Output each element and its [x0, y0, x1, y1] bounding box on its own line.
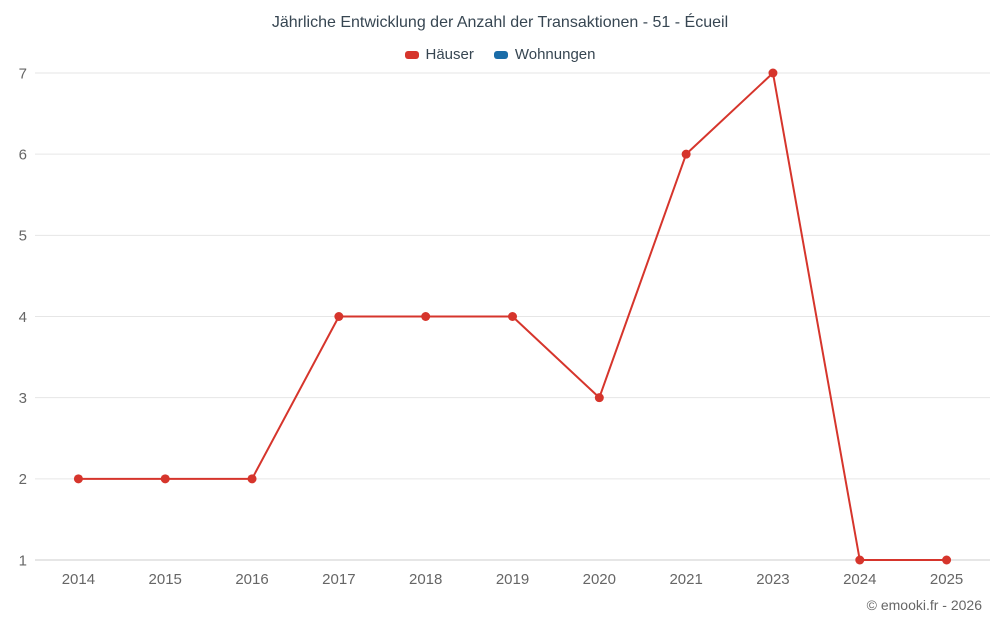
legend-swatch-haeuser-icon — [404, 50, 419, 59]
data-point-h-user[interactable] — [160, 474, 170, 484]
x-tick-label: 2023 — [756, 571, 789, 588]
data-point-h-user[interactable] — [334, 312, 344, 321]
x-tick-label: 2025 — [930, 571, 963, 588]
footer-credit: © emooki.fr - 2026 — [866, 597, 982, 613]
x-tick-label: 2021 — [669, 571, 702, 588]
y-tick-label: 2 — [19, 471, 27, 488]
y-tick-label: 5 — [19, 228, 27, 245]
legend-item-wohnungen[interactable]: Wohnungen — [493, 46, 596, 63]
data-point-h-user[interactable] — [768, 68, 778, 78]
legend-item-haeuser[interactable]: Häuser — [404, 46, 474, 63]
data-point-h-user[interactable] — [594, 393, 604, 403]
legend-label-haeuser: Häuser — [425, 46, 474, 63]
y-tick-label: 1 — [19, 552, 27, 569]
data-point-h-user[interactable] — [681, 149, 691, 159]
data-point-h-user[interactable] — [73, 474, 83, 484]
x-tick-label: 2016 — [235, 571, 268, 588]
y-tick-label: 6 — [19, 146, 27, 163]
x-tick-label: 2014 — [62, 571, 95, 588]
legend-swatch-wohnungen-icon — [493, 50, 508, 59]
x-tick-label: 2018 — [409, 571, 442, 588]
data-point-h-user[interactable] — [855, 555, 865, 565]
x-tick-label: 2015 — [149, 571, 182, 588]
x-tick-label: 2020 — [583, 571, 616, 588]
chart-title: Jährliche Entwicklung der Anzahl der Tra… — [271, 14, 729, 31]
y-tick-label: 4 — [19, 309, 27, 326]
chart-legend: Häuser Wohnungen — [0, 46, 1000, 63]
y-tick-label: 7 — [19, 65, 27, 82]
x-tick-label: 2024 — [843, 571, 876, 588]
legend-label-wohnungen: Wohnungen — [514, 46, 596, 63]
data-point-h-user[interactable] — [247, 474, 257, 484]
data-point-h-user[interactable] — [508, 312, 517, 321]
data-point-h-user[interactable] — [942, 555, 952, 565]
data-point-h-user[interactable] — [421, 312, 431, 321]
x-tick-label: 2019 — [496, 571, 529, 588]
x-tick-label: 2017 — [322, 571, 355, 588]
y-tick-label: 3 — [19, 390, 27, 407]
